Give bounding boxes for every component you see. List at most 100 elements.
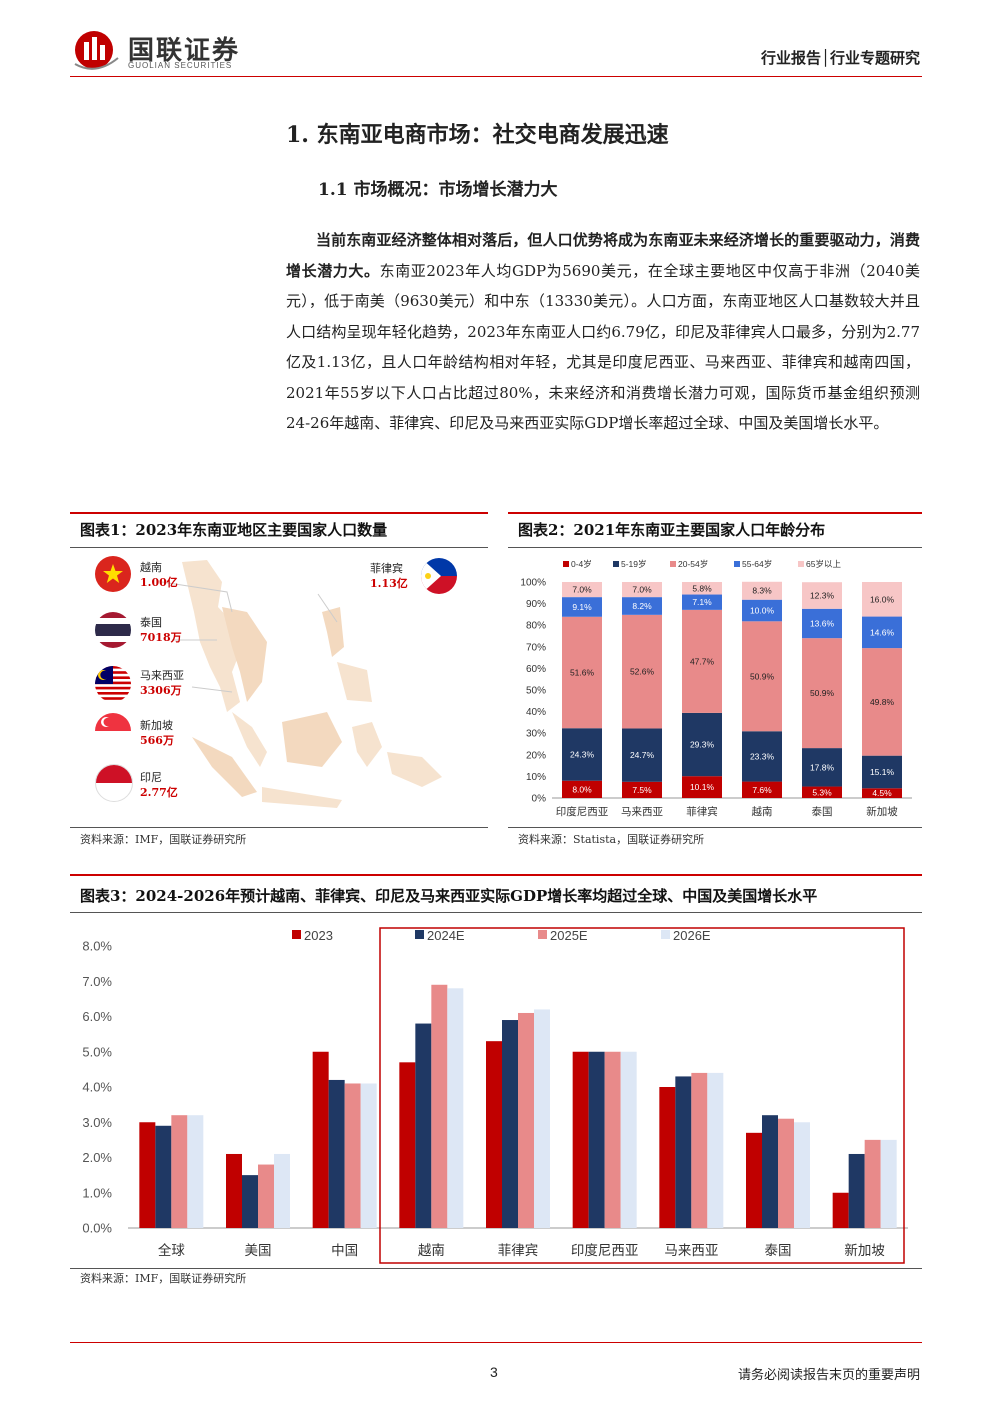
stacked-bar-segment xyxy=(562,582,602,598)
legend-swatch xyxy=(613,561,619,567)
gdp-bar xyxy=(328,1079,345,1228)
gdp-bar xyxy=(415,1023,432,1228)
data-label: 7.6% xyxy=(752,785,772,795)
legend-swatch xyxy=(661,930,670,939)
data-label: 15.1% xyxy=(870,767,895,777)
gdp-bar xyxy=(794,1122,810,1228)
fig1-title: 图表1：2023年东南亚地区主要国家人口数量 xyxy=(80,521,388,539)
disclaimer: 请务必阅读报告末页的重要声明 xyxy=(737,1368,920,1383)
legend-label: 2026E xyxy=(673,928,711,943)
stacked-bar-segment xyxy=(682,609,722,713)
legend-label: 55-64岁 xyxy=(742,559,772,569)
data-label: 5.3% xyxy=(812,787,832,797)
y-tick-label: 3.0% xyxy=(82,1115,112,1130)
header-divider xyxy=(70,76,922,77)
legend-label: 5-19岁 xyxy=(621,559,647,569)
data-label: 29.3% xyxy=(690,740,715,750)
x-tick-label: 越南 xyxy=(418,1243,445,1258)
stacked-bar-segment xyxy=(622,614,662,729)
gdp-bar xyxy=(187,1115,204,1228)
body-text: 东南亚2023年人均GDP为5690美元，在全球主要地区中仅高于非洲（2040美… xyxy=(286,261,920,433)
data-label: 7.0% xyxy=(572,585,592,595)
gdp-bar xyxy=(399,1062,416,1228)
fig3-source: 资料来源：IMF，国联证券研究所 xyxy=(80,1272,247,1285)
country-population: 7018万 xyxy=(140,631,182,644)
x-tick-label: 印度尼西亚 xyxy=(556,805,609,818)
data-label: 47.7% xyxy=(690,656,715,666)
data-label: 9.1% xyxy=(572,602,592,612)
gdp-growth-chart: 2023 2024E 2025E 2026E 0.0% 1.0% 2.0% 3.0% 4.0% 5… xyxy=(82,927,908,1264)
stacked-bar-segment xyxy=(622,728,662,782)
y-tick-label: 2.0% xyxy=(82,1150,112,1165)
legend-swatch xyxy=(563,561,569,567)
stacked-bar-segment xyxy=(742,599,782,622)
gdp-bar xyxy=(274,1153,290,1228)
fig3-bottom-rule xyxy=(70,1268,922,1269)
fig1-title-rule xyxy=(70,547,488,548)
stacked-bar-segment xyxy=(862,788,902,798)
logo-icon xyxy=(70,28,122,72)
data-label: 12.3% xyxy=(810,591,835,601)
stacked-bar-segment xyxy=(862,582,902,617)
fig3-title-rule xyxy=(70,912,922,913)
gdp-bar xyxy=(226,1153,242,1228)
stacked-bar-segment xyxy=(562,780,602,798)
x-tick-label: 马来西亚 xyxy=(664,1243,718,1258)
x-tick-label: 全球 xyxy=(158,1242,185,1258)
stacked-bar-segment xyxy=(682,712,722,777)
x-tick-label: 新加坡 xyxy=(844,1243,885,1258)
fig2-title: 图表2：2021年东南亚主要国家人口年龄分布 xyxy=(518,521,826,539)
stacked-bar-segment xyxy=(802,748,842,787)
gdp-bar xyxy=(832,1192,849,1228)
gdp-bar xyxy=(691,1072,708,1228)
data-label: 49.8% xyxy=(870,697,895,707)
malaysia-flag-icon xyxy=(95,666,131,702)
y-tick-label: 8.0% xyxy=(82,939,112,954)
gdp-bar xyxy=(518,1012,534,1228)
x-tick-label: 越南 xyxy=(752,805,773,818)
gdp-bar xyxy=(604,1051,621,1228)
stacked-bar-segment xyxy=(802,786,842,798)
y-tick-label: 10% xyxy=(526,772,546,783)
stacked-bar-segment xyxy=(802,582,842,609)
fig1-top-rule xyxy=(70,512,488,514)
report-type-label: 行业报告│行业专题研究 xyxy=(760,49,920,67)
legend-label: 2025E xyxy=(550,928,588,943)
data-label: 10.0% xyxy=(750,606,775,616)
fig1-source: 资料来源：IMF，国联证券研究所 xyxy=(80,833,247,846)
data-label: 10.1% xyxy=(690,782,715,792)
data-label: 17.8% xyxy=(810,762,835,772)
y-tick-label: 1.0% xyxy=(82,1185,112,1200)
legend-label: 2023 xyxy=(304,928,333,943)
stacked-bar-segment xyxy=(562,597,602,617)
data-label: 24.7% xyxy=(630,750,655,760)
gdp-bar xyxy=(880,1139,897,1228)
data-label: 5.8% xyxy=(692,583,712,593)
fig2-title-rule xyxy=(508,547,922,548)
data-label: 24.3% xyxy=(570,749,595,759)
y-tick-label: 0.0% xyxy=(82,1221,112,1236)
data-label: 8.3% xyxy=(752,586,772,596)
gdp-bar xyxy=(746,1132,762,1228)
data-label: 16.0% xyxy=(870,594,895,604)
legend-swatch xyxy=(538,930,547,939)
x-tick-label: 泰国 xyxy=(812,805,833,818)
fig2-top-rule xyxy=(508,512,922,514)
gdp-bar xyxy=(659,1087,676,1228)
gdp-bar xyxy=(312,1051,329,1228)
y-tick-label: 100% xyxy=(520,578,546,589)
gdp-bar xyxy=(620,1051,637,1228)
country-population: 2.77亿 xyxy=(140,786,178,799)
x-tick-label: 新加坡 xyxy=(866,805,898,818)
gdp-bar xyxy=(155,1125,172,1228)
fig2-source: 资料来源：Statista，国联证券研究所 xyxy=(518,833,705,846)
y-tick-label: 60% xyxy=(526,664,546,675)
legend-swatch xyxy=(798,561,804,567)
stacked-bar-segment xyxy=(802,638,842,749)
legend-label: 20-54岁 xyxy=(678,559,708,569)
data-label: 8.0% xyxy=(572,784,592,794)
country-name: 印尼 xyxy=(140,771,162,784)
thailand-flag-icon xyxy=(95,612,131,648)
stacked-bar-segment xyxy=(802,608,842,639)
stacked-bar-segment xyxy=(562,616,602,729)
